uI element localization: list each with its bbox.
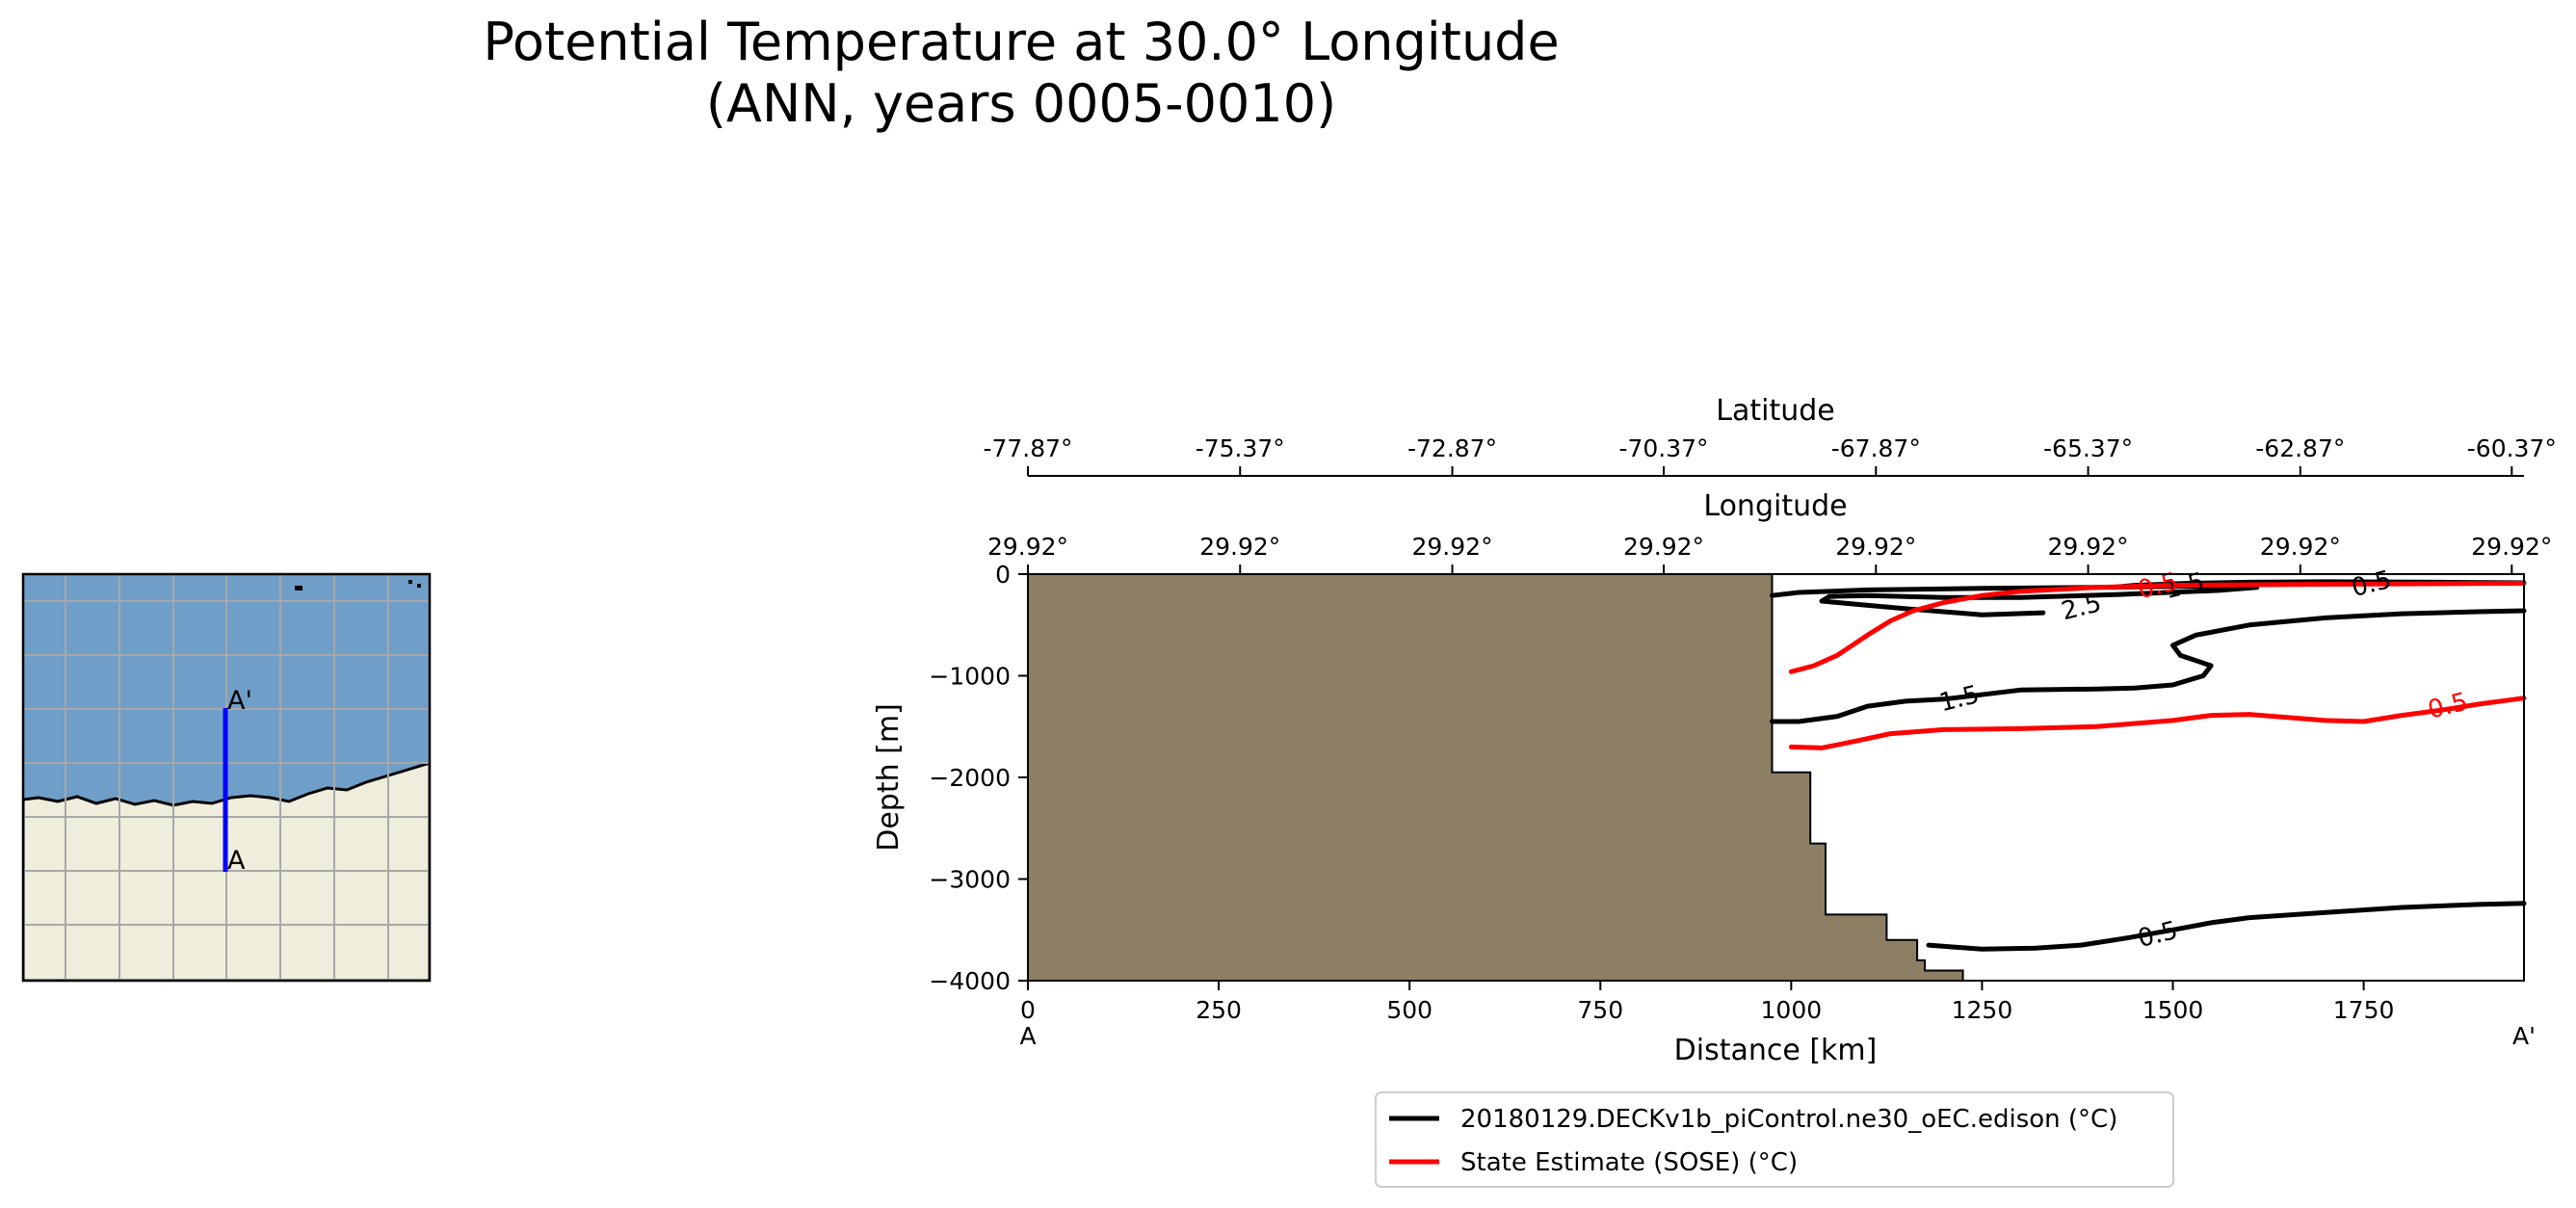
contour-model-1_5-1 (1770, 608, 2527, 724)
latitude-axis: -77.87° -75.37° -72.87° -70.37° -67.87° -65.3… (983, 434, 2557, 476)
latitude-tick-label: -77.87° (983, 434, 1072, 462)
bathymetry-fill (1027, 573, 1964, 982)
section-plot: 2.51.50.5 0.51.5 0.50.5 0 250 500 750 1000 1250… (872, 394, 2557, 1067)
latitude-tick-label: -70.37° (1618, 434, 1708, 462)
map-island (295, 586, 302, 591)
y-tick-label: −2000 (929, 764, 1011, 792)
x-tick-label: 1250 (1952, 996, 2013, 1024)
latitude-tick-label: -72.87° (1407, 434, 1497, 462)
chart-title-line1: Potential Temperature at 30.0° Longitude (483, 12, 1560, 72)
contour-obs-0_5-4 (1788, 581, 2527, 674)
x-tick-label: 750 (1577, 996, 1623, 1024)
longitude-tick-label: 29.92° (2260, 533, 2341, 561)
y-tick-label: −1000 (929, 663, 1011, 691)
contour-obs-0_5-5 (1788, 696, 2527, 750)
x-axis: 0 250 500 750 1000 1250 1500 1750 (1020, 981, 2394, 1024)
x-tick-label: 1750 (2333, 996, 2395, 1024)
x-tick-label: 1000 (1761, 996, 1823, 1024)
x-tick-label: 500 (1386, 996, 1433, 1024)
inset-map: A' A (21, 572, 432, 983)
contour-lines (1770, 579, 2527, 952)
y-tick-label: 0 (995, 561, 1011, 589)
map-gridlines (23, 574, 430, 981)
longitude-tick-label: 29.92° (2048, 533, 2129, 561)
longitude-tick-label: 29.92° (1412, 533, 1493, 561)
latitude-tick-label: -65.37° (2043, 434, 2133, 462)
map-island (408, 580, 412, 584)
y-tick-label: −4000 (929, 967, 1011, 995)
latitude-tick-label: -67.87° (1831, 434, 1921, 462)
latitude-tick-label: -75.37° (1196, 434, 1285, 462)
x-tick-label: 1500 (2142, 996, 2204, 1024)
latitude-tick-label: -62.87° (2255, 434, 2345, 462)
legend: 20180129.DECKv1b_piControl.ne30_oEC.edis… (1375, 1091, 2174, 1188)
x-start-label: A (1019, 1022, 1036, 1050)
latitude-axis-label: Latitude (1716, 394, 1834, 428)
longitude-axis-label: Longitude (1703, 489, 1847, 523)
legend-label-model: 20180129.DECKv1b_piControl.ne30_oEC.edis… (1460, 1105, 2117, 1134)
latitude-tick-label: -60.37° (2467, 434, 2557, 462)
longitude-tick-label: 29.92° (1835, 533, 1916, 561)
transect-label-a: A (227, 846, 246, 876)
x-tick-label: 250 (1196, 996, 1242, 1024)
legend-label-obs: State Estimate (SOSE) (°C) (1460, 1148, 1798, 1177)
x-tick-label: 0 (1020, 996, 1036, 1024)
contour-model-2_5-0 (1770, 583, 2260, 617)
longitude-tick-label: 29.92° (2471, 533, 2552, 561)
longitude-tick-label: 29.92° (1199, 533, 1280, 561)
chart-title-line2: (ANN, years 0005-0010) (705, 73, 1337, 134)
longitude-axis: 29.92° 29.92° 29.92° 29.92° 29.92° 29.92° 29.9… (987, 533, 2552, 574)
y-axis-label: Depth [m] (872, 703, 906, 852)
x-axis-label: Distance [km] (1674, 1034, 1878, 1067)
legend-box (1375, 1091, 2174, 1188)
y-axis: 0 −1000 −2000 −3000 −4000 (929, 561, 1028, 995)
y-tick-label: −3000 (929, 866, 1011, 894)
map-frame (21, 572, 432, 983)
longitude-tick-label: 29.92° (1623, 533, 1704, 561)
longitude-tick-label: 29.92° (987, 533, 1068, 561)
transect-label-a-prime: A' (227, 686, 252, 716)
x-end-label: A' (2512, 1022, 2536, 1050)
map-island (417, 584, 421, 588)
contour-model-0_5-3 (1926, 901, 2527, 952)
